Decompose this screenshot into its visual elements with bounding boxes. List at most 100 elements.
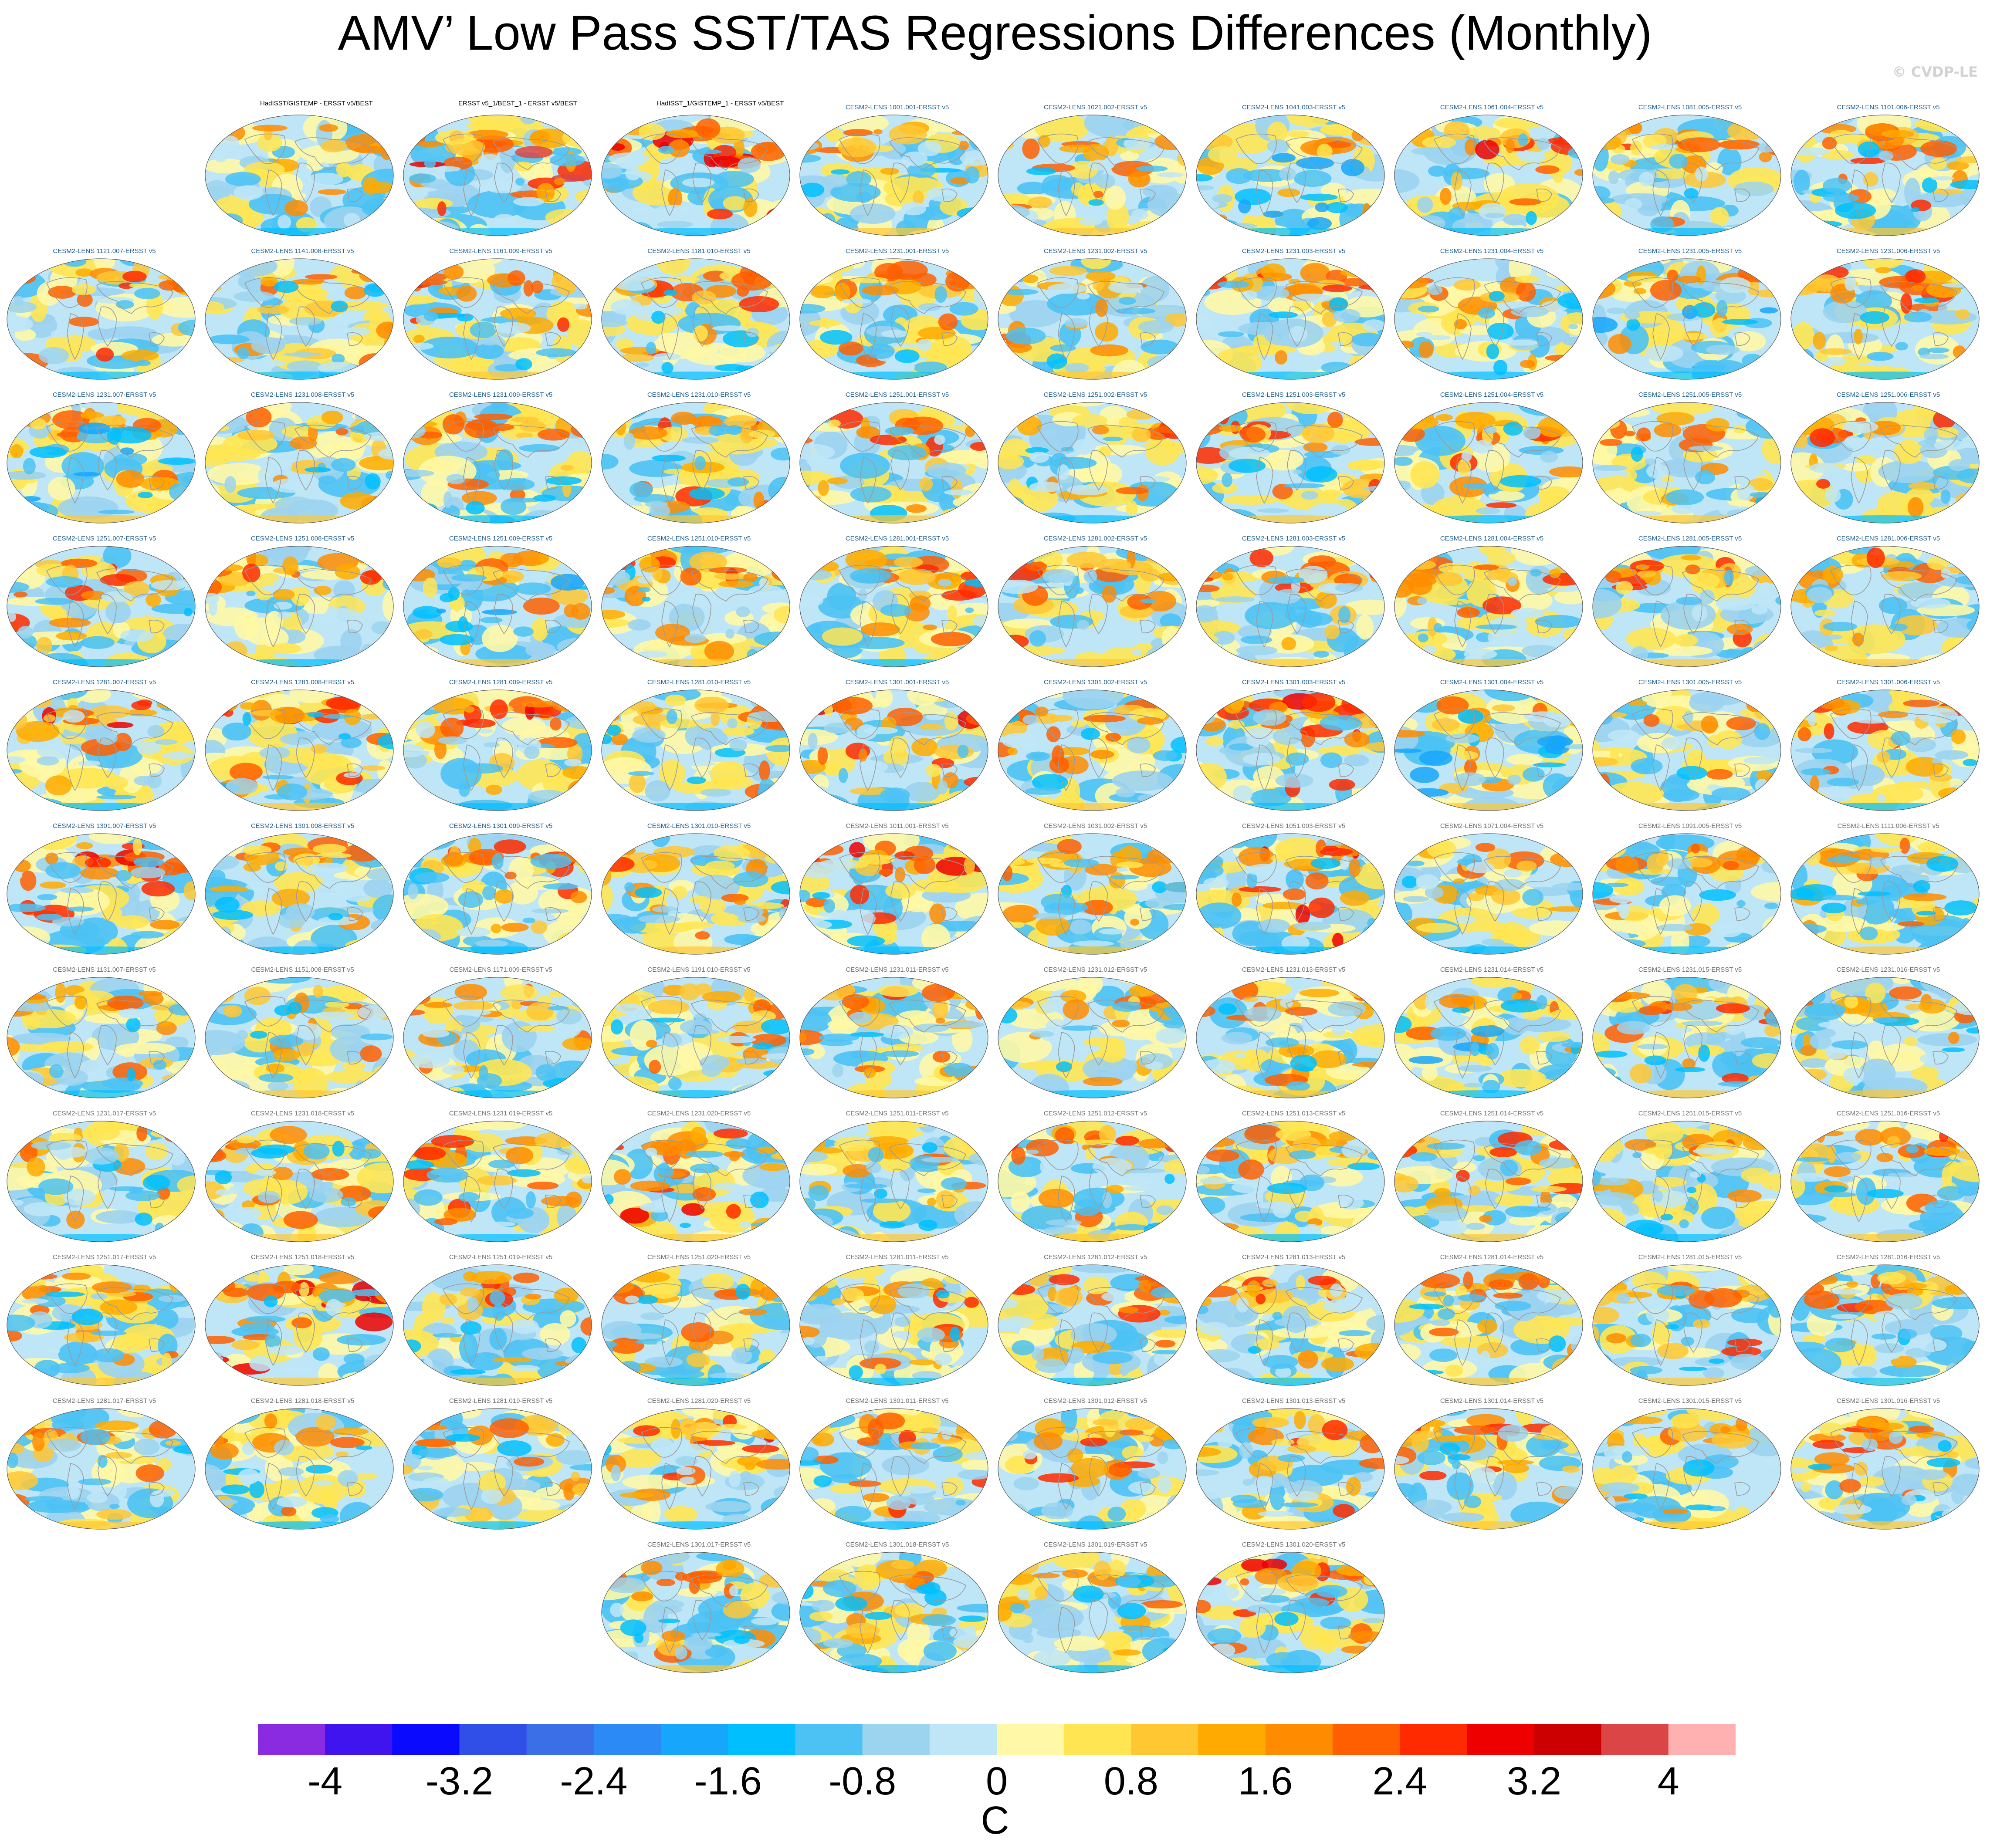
anomaly-patch [944,790,988,811]
anomaly-patch [1273,728,1302,745]
anomaly-patch [1217,280,1249,288]
anomaly-patch [416,503,438,516]
anomaly-patch [601,318,628,328]
anomaly-patch [609,845,636,856]
map-outline [403,689,592,811]
anomaly-patch [818,480,829,496]
anomaly-patch [1278,289,1289,298]
global-map [7,402,196,524]
anomaly-patch [574,128,588,142]
anomaly-patch [937,780,948,795]
anomaly-patch [1669,154,1688,169]
anomaly-patch [212,228,386,236]
anomaly-patch [136,360,151,366]
anomaly-patch [345,939,382,953]
anomaly-patch [1250,789,1292,807]
anomaly-patch [1592,186,1611,201]
anomaly-patch [807,372,981,380]
anomaly-patch [888,124,927,145]
coastline [661,601,679,648]
anomaly-patch [1267,139,1289,153]
anomaly-patch [1274,589,1301,604]
coastline [690,425,768,458]
coastline [442,852,484,883]
anomaly-patch [1235,345,1297,354]
anomaly-patch [52,410,90,429]
global-map [799,115,988,236]
anomaly-patch [1625,310,1640,320]
coastline [1734,476,1750,490]
anomaly-patch [443,264,464,280]
anomaly-patch [42,608,67,617]
anomaly-patch [7,903,46,912]
panel-title: CESM2-LENS 1231.003-ERSST v5 [1242,247,1346,255]
anomaly-patch [543,833,580,845]
anomaly-patch [611,733,628,746]
anomaly-patch [390,206,394,213]
anomaly-patch [1394,456,1413,466]
anomaly-patch [799,115,820,139]
anomaly-patch [1813,331,1826,350]
anomaly-patch [1208,146,1238,163]
anomaly-patch [1236,645,1278,655]
anomaly-patch [1022,139,1040,159]
anomaly-patch [1005,228,1179,236]
anomaly-patch [1456,751,1479,760]
anomaly-patch [1699,589,1715,604]
anomaly-patch [1733,181,1774,196]
coastline [1287,450,1306,491]
anomaly-patch [1824,488,1841,503]
panel-title: CESM2-LENS 1011.001-ERSST v5 [846,822,949,830]
anomaly-patch [96,794,137,800]
anomaly-patch [1344,731,1370,748]
panel-title: CESM2-LENS 1251.002-ERSST v5 [1043,391,1147,399]
map-outline [1394,689,1583,811]
anomaly-patch [123,581,150,596]
map-outline [1394,402,1583,524]
map-outline [799,689,988,811]
anomaly-patch [161,752,194,759]
anomaly-patch [1164,313,1187,327]
anomaly-patch [712,325,748,331]
anomaly-patch [1546,800,1565,811]
anomaly-patch [115,870,132,881]
anomaly-patch [205,115,243,132]
anomaly-patch [799,115,823,135]
anomaly-patch [1654,423,1682,438]
anomaly-patch [410,228,585,236]
anomaly-patch [1005,372,1179,380]
map-panel: CESM2-LENS 1281.002-ERSST v5 [996,535,1195,679]
anomaly-patch [1219,572,1245,587]
anomaly-patch [1811,739,1858,765]
panel-title: CESM2-LENS 1281.003-ERSST v5 [1242,535,1346,542]
anomaly-patch [73,472,101,476]
anomaly-patch [458,782,470,797]
coastline [1880,712,1957,745]
anomaly-patch [260,277,278,287]
anomaly-patch [849,787,890,795]
anomaly-patch [7,841,29,850]
global-map [998,115,1187,236]
anomaly-patch [374,507,385,517]
anomaly-patch [1126,409,1156,420]
anomaly-patch [1516,282,1536,302]
anomaly-patch [226,778,258,795]
coastline [1256,457,1273,504]
coastline [442,277,484,308]
anomaly-patch [531,280,543,294]
anomaly-patch [1793,503,1820,519]
anomaly-patch [437,201,447,216]
anomaly-patch [98,510,135,514]
anomaly-patch [1592,361,1616,380]
anomaly-patch [246,591,256,597]
anomaly-patch [1592,757,1618,767]
anomaly-patch [1755,689,1775,696]
anomaly-patch [403,351,423,372]
anomaly-patch [1503,422,1523,436]
anomaly-patch [1570,564,1583,578]
anomaly-patch [494,322,531,334]
anomaly-patch [409,173,436,183]
anomaly-patch [403,187,437,192]
anomaly-patch [1798,228,1972,236]
anomaly-patch [799,593,824,608]
